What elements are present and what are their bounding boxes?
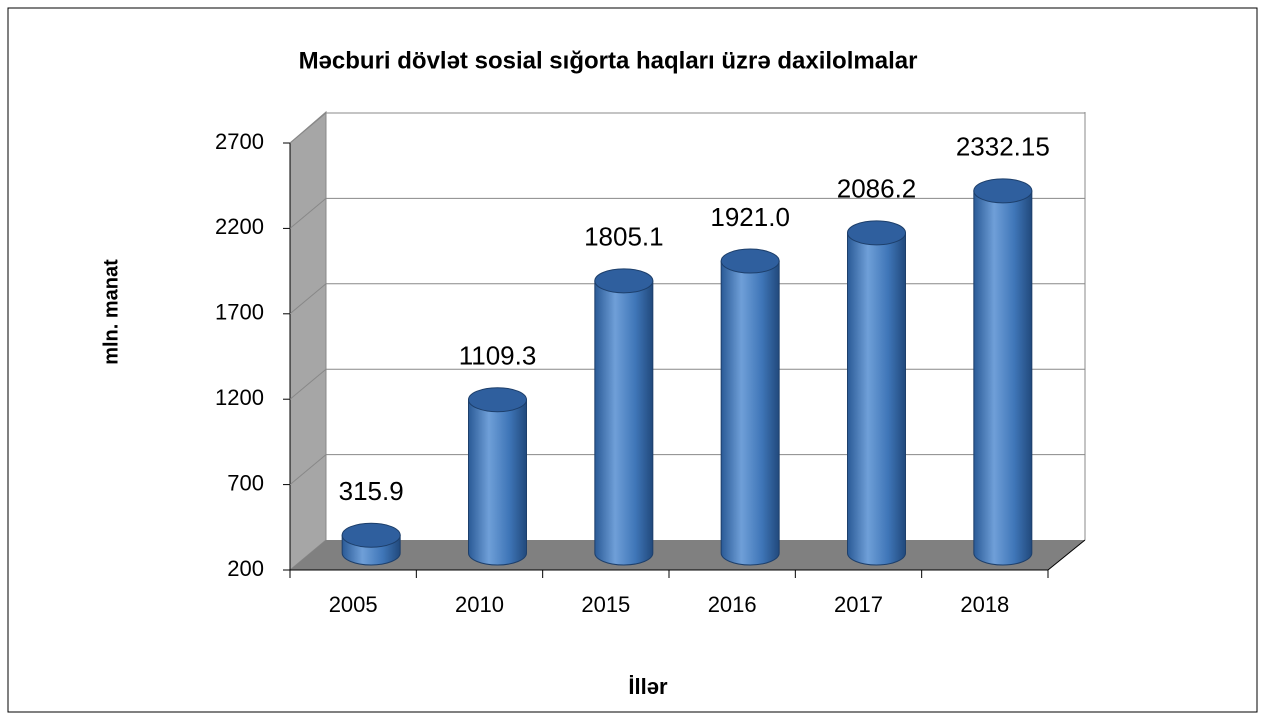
bar <box>973 190 1033 566</box>
chart-title: Məcburi dövlət sosial sığorta haqları üz… <box>299 47 918 74</box>
bar-top <box>973 178 1033 204</box>
value-label: 1109.3 <box>459 341 537 371</box>
grid-line-side <box>289 283 327 315</box>
y-tick-label: 2700 <box>215 129 264 154</box>
y-tick-label: 2200 <box>215 214 264 239</box>
value-label: 2332.15 <box>956 132 1050 162</box>
bar <box>468 399 527 566</box>
y-tick-label: 1200 <box>215 385 264 410</box>
bar <box>720 260 780 566</box>
bar <box>847 232 906 566</box>
floor-edge <box>1047 539 1086 571</box>
x-tick-label: 2005 <box>329 592 378 617</box>
bar <box>594 280 654 566</box>
bar-top <box>468 387 527 413</box>
grid-line-side <box>289 112 327 144</box>
value-label: 1805.1 <box>584 222 664 252</box>
grid-line-side <box>289 454 327 485</box>
value-label: 2086.2 <box>837 174 917 204</box>
bar-top <box>341 522 401 548</box>
floor <box>290 540 1085 570</box>
value-label: 1921.0 <box>710 202 790 232</box>
y-tick-label: 200 <box>227 556 264 581</box>
value-label: 315.9 <box>339 476 404 506</box>
x-axis-label: İllər <box>628 674 668 699</box>
y-axis-label: mln. manat <box>100 259 122 365</box>
bar-top <box>847 220 906 246</box>
y-tick-label: 700 <box>227 470 264 495</box>
bar-top <box>720 248 780 274</box>
side-wall <box>289 110 327 572</box>
x-tick-label: 2016 <box>708 592 757 617</box>
x-tick-label: 2010 <box>455 592 504 617</box>
x-tick-label: 2015 <box>581 592 630 617</box>
bar-top <box>594 268 654 294</box>
y-tick-label: 1700 <box>215 300 264 325</box>
grid-line-side <box>289 368 327 400</box>
x-tick-label: 2017 <box>834 592 883 617</box>
x-tick-label: 2018 <box>960 592 1009 617</box>
grid-line-side <box>289 198 327 229</box>
